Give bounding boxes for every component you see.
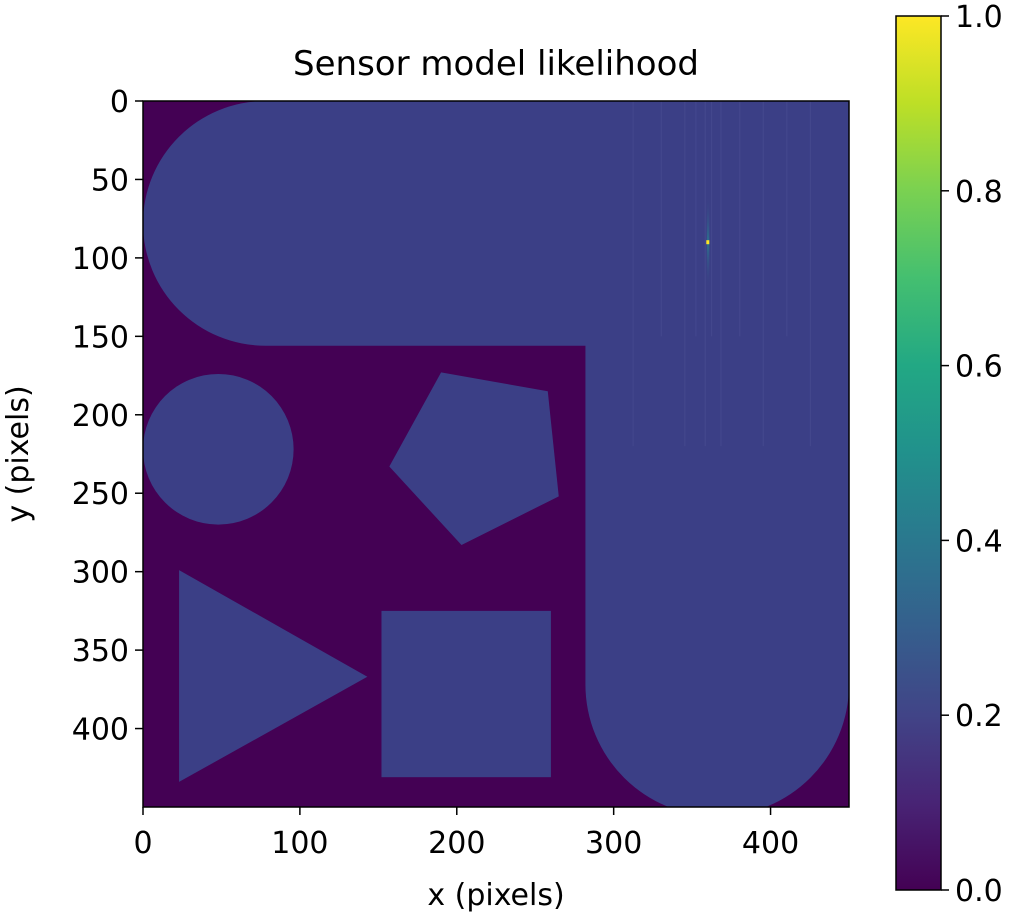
- colorbar-tick-label: 1.0: [955, 0, 1003, 35]
- x-tick-label: 200: [428, 826, 485, 861]
- y-axis: 0 50 100 150 200 250 300 350 400: [72, 85, 143, 748]
- square-shape: [381, 610, 551, 778]
- y-tick-label: 200: [72, 399, 129, 434]
- y-tick-label: 100: [72, 242, 129, 277]
- streak-line: [720, 101, 722, 447]
- streak-line: [632, 101, 634, 447]
- streak-line: [809, 101, 811, 447]
- colorbar-tick-label: 0.0: [955, 874, 1003, 909]
- colorbar-gradient: [895, 15, 942, 891]
- y-tick-label: 350: [72, 634, 129, 669]
- streak-line: [684, 101, 686, 447]
- x-axis-label: x (pixels): [427, 878, 564, 913]
- colorbar: 0.0 0.2 0.4 0.6 0.8 1.0: [895, 0, 1003, 909]
- y-tick-label: 150: [72, 320, 129, 355]
- x-tick-label: 0: [133, 826, 152, 861]
- plot-area: [143, 101, 849, 807]
- streak-line: [786, 101, 788, 337]
- triangle-shape: [179, 570, 368, 782]
- colorbar-tick-label: 0.2: [955, 699, 1003, 734]
- circle-shape: [143, 373, 294, 525]
- streak-line: [704, 101, 706, 447]
- y-axis-label: y (pixels): [1, 385, 36, 522]
- colorbar-tick-label: 0.8: [955, 175, 1003, 210]
- likelihood-streaks: [632, 101, 811, 447]
- streak-line: [710, 101, 713, 337]
- x-tick-label: 100: [271, 826, 328, 861]
- y-tick-label: 250: [72, 477, 129, 512]
- obstacle-shapes: [143, 372, 559, 782]
- x-tick-label: 300: [585, 826, 642, 861]
- y-tick-label: 400: [72, 713, 129, 748]
- y-tick-label: 300: [72, 556, 129, 591]
- streak-line: [739, 101, 741, 337]
- streak-line: [762, 101, 764, 447]
- streak-line: [660, 101, 662, 337]
- colorbar-tick-label: 0.4: [955, 524, 1003, 559]
- pentagon-shape: [389, 372, 559, 545]
- peak-point: [706, 240, 710, 245]
- x-axis: 0 100 200 300 400: [133, 807, 799, 861]
- y-tick-label: 0: [110, 85, 129, 120]
- free-space-region: [143, 101, 849, 807]
- chart-title: Sensor model likelihood: [293, 44, 699, 84]
- plot-frame: [142, 100, 850, 808]
- y-tick-label: 50: [91, 163, 129, 198]
- colorbar-tick-label: 0.6: [955, 350, 1003, 385]
- colorbar-ticks: 0.0 0.2 0.4 0.6 0.8 1.0: [941, 0, 1003, 909]
- x-tick-label: 400: [742, 826, 799, 861]
- streak-line: [695, 101, 697, 337]
